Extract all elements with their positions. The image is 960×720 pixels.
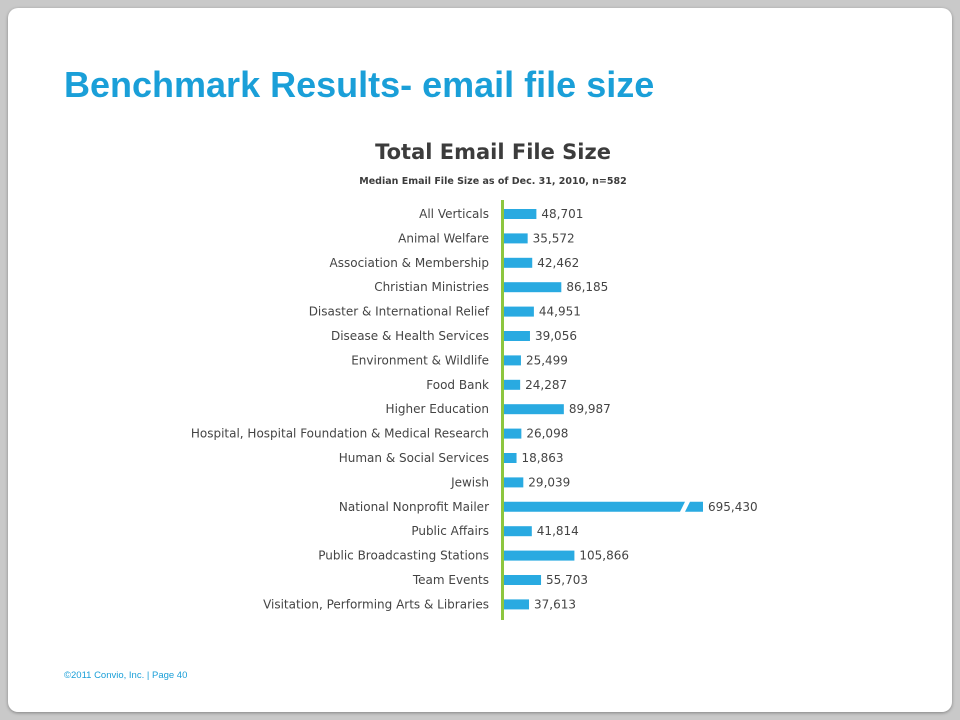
category-label: Animal Welfare [398, 231, 489, 245]
bar [504, 209, 537, 219]
slide-title: Benchmark Results- email file size [64, 64, 655, 105]
category-label: Food Bank [426, 378, 489, 392]
bar [504, 501, 685, 512]
bar [504, 331, 530, 341]
bar [504, 306, 534, 317]
data-label: 41,814 [537, 524, 579, 538]
data-label: 18,863 [522, 451, 564, 465]
bar [504, 477, 524, 488]
category-label: Visitation, Performing Arts & Libraries [263, 597, 489, 611]
bar [504, 453, 517, 463]
data-label: 89,987 [569, 402, 611, 416]
chart-title: Total Email File Size [375, 140, 611, 164]
axis-line [501, 200, 504, 620]
data-label: 39,056 [535, 329, 577, 343]
bar-break-segment [685, 501, 703, 512]
bar [504, 379, 521, 390]
category-label: Christian Ministries [374, 280, 489, 294]
data-label: 105,866 [579, 549, 629, 563]
category-label: Human & Social Services [339, 451, 489, 465]
category-label: Disaster & International Relief [309, 305, 490, 319]
data-label: 26,098 [526, 427, 568, 441]
data-label: 24,287 [525, 378, 567, 392]
data-label: 37,613 [534, 597, 576, 611]
data-label: 55,703 [546, 573, 588, 587]
bar-chart: All Verticals 48,701 Animal Welfare 35,572 A… [191, 200, 758, 620]
bar [504, 404, 564, 415]
bar [504, 526, 532, 537]
data-label: 29,039 [528, 475, 570, 489]
category-label: Hospital, Hospital Foundation & Medical … [191, 427, 489, 441]
bar [504, 282, 562, 293]
footer-copyright: ©2011 Convio, Inc. | Page 40 [64, 670, 188, 681]
category-label: Association & Membership [330, 256, 489, 270]
category-label: Public Broadcasting Stations [318, 549, 489, 563]
bar [504, 599, 530, 610]
data-label: 44,951 [539, 305, 581, 319]
bar [504, 428, 522, 439]
data-label: 86,185 [566, 280, 608, 294]
bar [504, 257, 533, 268]
data-label: 695,430 [708, 500, 758, 514]
category-label: National Nonprofit Mailer [339, 500, 489, 514]
category-label: Team Events [412, 573, 489, 587]
data-label: 35,572 [533, 231, 575, 245]
category-label: Higher Education [386, 402, 489, 416]
bar [504, 355, 521, 366]
category-label: Jewish [450, 475, 489, 489]
bar [504, 550, 575, 561]
slide: Benchmark Results- email file size Total… [8, 8, 952, 712]
bar [504, 233, 528, 244]
data-label: 25,499 [526, 353, 568, 367]
data-label: 42,462 [537, 256, 579, 270]
category-label: Disease & Health Services [331, 329, 489, 343]
category-label: Public Affairs [411, 524, 489, 538]
category-label: All Verticals [419, 207, 489, 221]
category-label: Environment & Wildlife [351, 353, 489, 367]
chart-subtitle: Median Email File Size as of Dec. 31, 20… [359, 176, 627, 187]
data-label: 48,701 [541, 207, 583, 221]
bar [504, 575, 542, 585]
